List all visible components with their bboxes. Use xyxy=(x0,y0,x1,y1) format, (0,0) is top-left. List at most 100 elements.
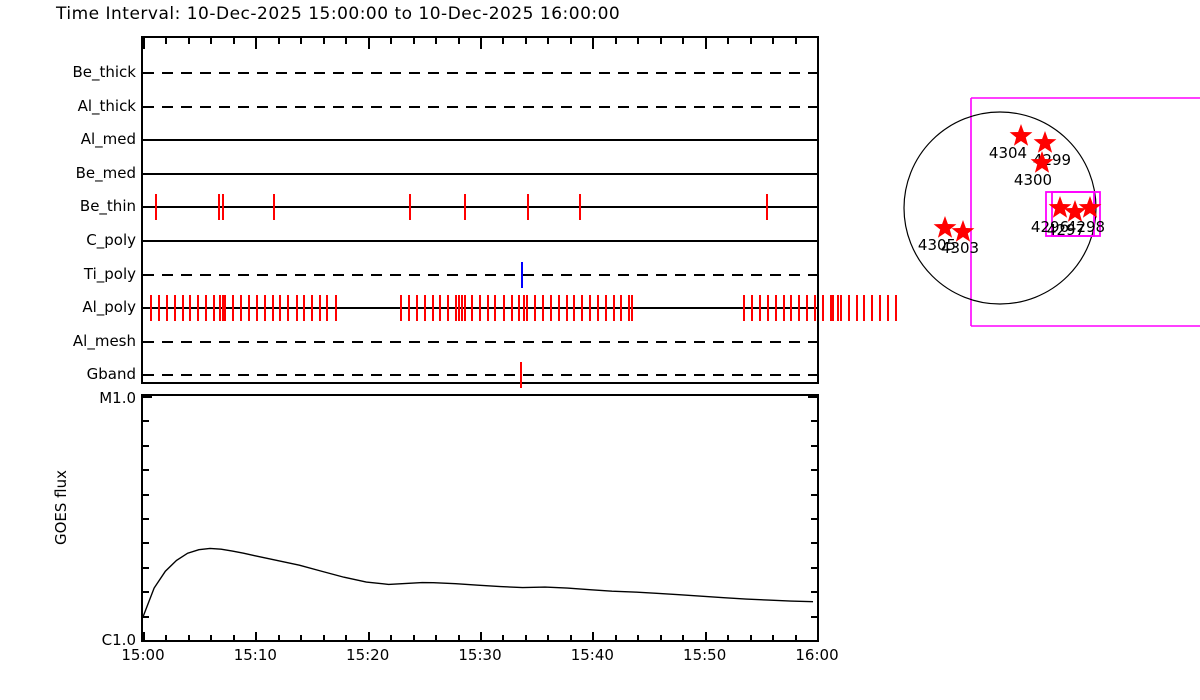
event-tick xyxy=(581,295,584,322)
event-tick xyxy=(408,295,411,322)
event-tick xyxy=(272,295,274,322)
goes-x-tick xyxy=(390,635,393,640)
active-region-star xyxy=(1078,196,1102,218)
event-tick xyxy=(855,295,858,322)
event-tick xyxy=(158,295,161,322)
goes-x-tick xyxy=(210,635,213,640)
event-tick xyxy=(766,295,769,322)
event-tick xyxy=(604,295,607,322)
page-title: Time Interval: 10-Dec-2025 15:00:00 to 1… xyxy=(56,4,621,24)
goes-x-tick xyxy=(524,635,527,640)
event-tick xyxy=(863,295,866,322)
goes-x-tick xyxy=(704,632,707,640)
goes-y-tick-right xyxy=(811,444,817,447)
active-region-label: 4300 xyxy=(1014,171,1052,189)
filter-label-al_med: Al_med xyxy=(80,130,136,149)
event-tick xyxy=(565,295,568,322)
timeline-top-tick xyxy=(255,38,258,49)
goes-y-label-max: M1.0 xyxy=(99,389,136,407)
event-tick xyxy=(255,295,258,322)
event-tick xyxy=(589,295,592,322)
goes-x-tick xyxy=(502,635,505,640)
event-tick xyxy=(832,295,835,322)
goes-y-tick xyxy=(143,396,152,398)
timeline-top-tick xyxy=(480,38,482,49)
event-tick xyxy=(821,295,824,322)
timeline-top-tick xyxy=(727,38,730,44)
goes-x-tick xyxy=(569,635,572,640)
goes-x-tick xyxy=(480,632,482,640)
active-region-label: 4303 xyxy=(941,239,979,257)
event-tick xyxy=(790,295,793,322)
event-tick xyxy=(295,295,298,322)
goes-x-tick xyxy=(435,635,438,640)
event-tick xyxy=(197,295,200,322)
goes-y-tick-right xyxy=(811,542,817,545)
event-tick xyxy=(205,295,208,322)
event-tick xyxy=(847,295,850,322)
event-tick xyxy=(310,295,313,322)
event-tick xyxy=(494,295,497,322)
filter-label-al_poly: Al_poly xyxy=(82,298,136,317)
event-tick xyxy=(439,295,442,322)
active-region-star xyxy=(933,216,957,238)
event-tick xyxy=(463,194,466,221)
timeline-top-tick xyxy=(659,38,662,44)
goes-x-tick xyxy=(772,635,775,640)
active-region-label: 4297 xyxy=(1047,221,1085,239)
goes-x-label: 15:50 xyxy=(683,646,727,664)
event-tick xyxy=(502,295,505,322)
active-region-markers: 43044299430043054303429642974298 xyxy=(918,124,1105,257)
timeline-top-tick xyxy=(232,38,235,44)
filter-baseline xyxy=(143,206,817,209)
timeline-top-tick xyxy=(277,38,280,44)
event-tick xyxy=(774,295,777,322)
event-tick xyxy=(423,295,426,322)
event-tick xyxy=(212,295,215,322)
event-tick xyxy=(837,295,840,322)
goes-y-label-min: C1.0 xyxy=(101,631,136,649)
timeline-top-tick xyxy=(412,38,415,44)
filter-label-be_med: Be_med xyxy=(75,163,136,182)
active-region-star xyxy=(1030,151,1054,173)
filter-baseline xyxy=(143,273,817,276)
event-tick xyxy=(221,194,224,221)
event-tick xyxy=(431,295,434,322)
goes-x-tick xyxy=(143,632,145,640)
event-tick xyxy=(400,295,403,322)
goes-y-axis-labels: M1.0 C1.0 xyxy=(0,389,136,649)
event-tick xyxy=(573,295,576,322)
event-tick xyxy=(189,295,192,322)
timeline-top-tick xyxy=(524,38,527,44)
filter-label-al_thick: Al_thick xyxy=(77,96,136,115)
fov-box-large xyxy=(970,97,1200,327)
event-tick xyxy=(521,261,524,288)
timeline-top-tick xyxy=(165,38,168,44)
event-tick xyxy=(517,295,520,322)
active-region-star xyxy=(951,220,975,242)
timeline-top-tick xyxy=(817,38,819,49)
goes-y-tick-right xyxy=(808,396,817,398)
active-region-star xyxy=(1033,131,1057,153)
event-tick xyxy=(526,194,529,221)
filter-label-al_mesh: Al_mesh xyxy=(72,331,136,350)
goes-x-label: 16:00 xyxy=(795,646,839,664)
event-tick xyxy=(455,295,458,322)
goes-x-tick xyxy=(637,635,640,640)
event-tick xyxy=(478,295,481,322)
event-tick xyxy=(630,295,633,322)
timeline-top-tick xyxy=(569,38,572,44)
event-tick xyxy=(447,295,450,322)
event-tick xyxy=(218,295,221,322)
event-tick xyxy=(542,295,545,322)
filter-label-ti_poly: Ti_poly xyxy=(83,264,136,283)
event-tick xyxy=(487,295,490,322)
goes-x-tick xyxy=(322,635,325,640)
event-tick xyxy=(150,295,153,322)
goes-x-tick xyxy=(794,635,797,640)
goes-x-tick xyxy=(345,635,348,640)
goes-x-tick xyxy=(682,635,685,640)
event-tick xyxy=(798,295,801,322)
event-tick xyxy=(557,295,560,322)
